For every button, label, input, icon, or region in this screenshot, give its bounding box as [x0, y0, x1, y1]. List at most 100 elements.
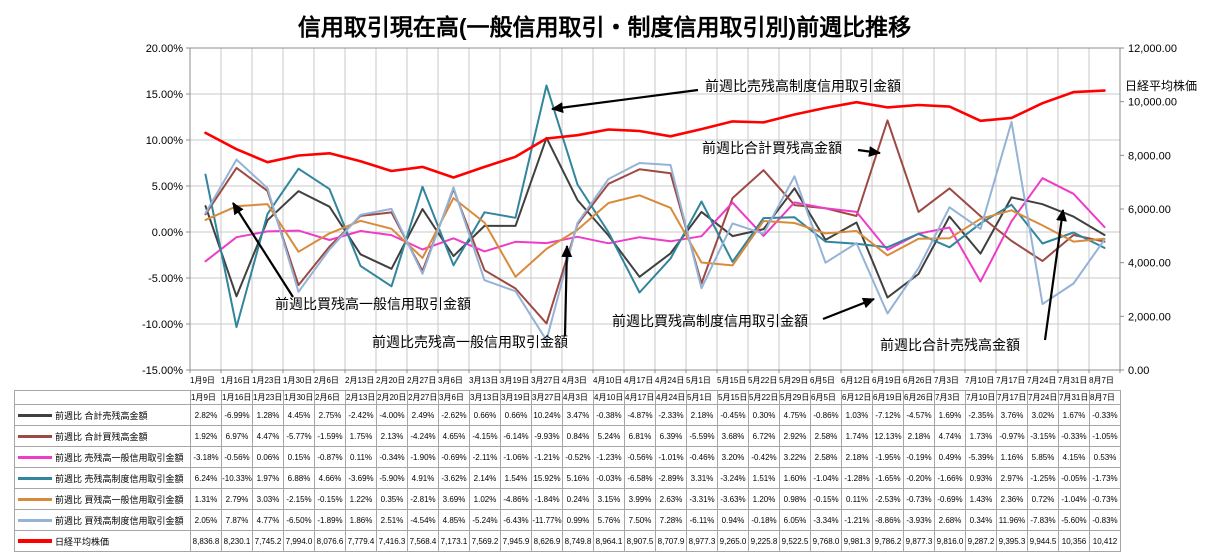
date-header-cell: 4月3日 [562, 390, 594, 405]
value-cell: -0.34% [376, 446, 408, 468]
date-header-cell: 4月24日 [655, 390, 687, 405]
annotation-label: 前週比合計売残高金額 [880, 337, 1020, 353]
value-cell: 6.39% [655, 425, 687, 447]
value-cell: 1.03% [841, 404, 873, 426]
value-cell: -1.01% [655, 446, 687, 468]
value-cell: 1.16% [996, 446, 1028, 468]
x-axis-label: 1月9日 [190, 376, 215, 385]
value-cell: 4.47% [252, 425, 284, 447]
series-label-cell: 前週比 合計買残高金額 [14, 425, 191, 447]
table-row: 前週比 買残高一般信用取引金額 1.31% 2.79% 3.03% -2.15% -0.1… [14, 488, 1121, 510]
value-cell: -1.21% [531, 446, 563, 468]
value-cell: 9,981.3 [841, 530, 873, 552]
value-cell: 10.24% [531, 404, 563, 426]
date-header-cell: 7月31日 [1058, 390, 1090, 405]
value-cell: -2.35% [965, 404, 997, 426]
x-axis-labels: 1月9日 1月16日 1月23日 1月30日 2月6日 2月13日 2月20日 2月27日 3月… [190, 373, 1120, 389]
series-line [204, 177, 1106, 283]
value-cell: -0.87% [314, 446, 346, 468]
annotation-label: 前週比売残高一般信用取引金額 [372, 334, 568, 350]
value-cell: -4.57% [903, 404, 935, 426]
value-cell: 9,786.2 [872, 530, 904, 552]
value-cell: -1.90% [407, 446, 439, 468]
value-cell: 1.97% [252, 467, 284, 489]
value-cell: 2.79% [221, 488, 253, 510]
value-cell: 2.51% [376, 509, 408, 531]
value-cell: -0.56% [624, 446, 656, 468]
left-axis-tick-label: -10.00% [142, 319, 183, 331]
x-axis-label: 4月10日 [593, 376, 623, 385]
left-axis-tick-label: 5.00% [152, 181, 183, 193]
value-cell: -2.53% [872, 488, 904, 510]
value-cell: 6.05% [779, 509, 811, 531]
x-axis-label: 5月15日 [717, 376, 747, 385]
series-label-cell: 前週比 売残高制度信用取引金額 [14, 467, 191, 489]
right-axis-title: 日経平均株価 [1125, 78, 1197, 93]
series-line-swatch-icon [18, 413, 52, 417]
left-axis-tick-label: -15.00% [142, 365, 183, 377]
value-cell: -1.04% [1058, 488, 1090, 510]
value-cell: 3.20% [717, 446, 749, 468]
table-row: 前週比 売残高制度信用取引金額 6.24% -10.33% 1.97% 6.88% 4.6… [14, 467, 1121, 489]
x-axis-label: 2月20日 [376, 376, 406, 385]
value-cell: 2.82% [190, 404, 222, 426]
x-axis-label: 5月22日 [748, 376, 778, 385]
right-axis-tick-label: 4,000.00 [1128, 258, 1171, 270]
value-cell: 1.60% [779, 467, 811, 489]
value-cell: 10,356 [1058, 530, 1090, 552]
value-cell: 1.92% [190, 425, 222, 447]
right-axis-tick-label: 0.00 [1128, 365, 1149, 377]
date-header-cell: 1月9日 [190, 390, 222, 405]
value-cell: -6.14% [500, 425, 532, 447]
value-cell: -3.69% [345, 467, 377, 489]
right-axis-tick-label: 8,000.00 [1128, 150, 1171, 162]
date-header-cell: 5月22日 [748, 390, 780, 405]
value-cell: 15.92% [531, 467, 563, 489]
series-line-swatch-icon [18, 518, 52, 522]
annotation-arrow [551, 88, 699, 114]
date-header-cell: 8月7日 [1089, 390, 1121, 405]
x-axis-label: 6月12日 [841, 376, 871, 385]
value-cell: 0.11% [841, 488, 873, 510]
value-cell: 8,626.9 [531, 530, 563, 552]
value-cell: 5.85% [1027, 446, 1059, 468]
value-cell: -0.03% [593, 467, 625, 489]
chart-title: 信用取引現在高(一般信用取引・制度信用取引別)前週比推移 [297, 14, 912, 40]
value-cell: 4.74% [934, 425, 966, 447]
date-header-cell: 4月17日 [624, 390, 656, 405]
value-cell: 2.05% [190, 509, 222, 531]
value-cell: 2.18% [841, 446, 873, 468]
value-cell: -3.15% [1027, 425, 1059, 447]
value-cell: 2.13% [376, 425, 408, 447]
value-cell: -0.69% [934, 488, 966, 510]
value-cell: 4.85% [438, 509, 470, 531]
value-cell: 2.97% [996, 467, 1028, 489]
value-cell: -0.15% [810, 488, 842, 510]
date-header-cell: 2月20日 [376, 390, 408, 405]
value-cell: 0.35% [376, 488, 408, 510]
x-axis-label: 5月29日 [779, 376, 809, 385]
value-cell: 1.31% [190, 488, 222, 510]
value-cell: 1.28% [252, 404, 284, 426]
date-header-cell: 6月19日 [872, 390, 904, 405]
value-cell: 2.75% [314, 404, 346, 426]
right-axis-tick-label: 6,000.00 [1128, 204, 1171, 216]
value-cell: 0.06% [252, 446, 284, 468]
series-label-cell: 日経平均株価 [14, 530, 191, 552]
value-cell: -6.43% [500, 509, 532, 531]
x-axis-label: 1月30日 [283, 376, 313, 385]
right-axis-tick-label: 2,000.00 [1128, 311, 1171, 323]
value-cell: -0.33% [1058, 425, 1090, 447]
series-label: 前週比 売残高制度信用取引金額 [55, 473, 184, 484]
date-header-cell: 7月3日 [934, 390, 966, 405]
table-row: 前週比 合計売残高金額 2.82% -6.99% 1.28% 4.45% 2.75% -2.… [14, 404, 1121, 426]
x-axis-label: 1月16日 [221, 376, 251, 385]
value-cell: 0.72% [1027, 488, 1059, 510]
value-cell: -2.62% [438, 404, 470, 426]
value-cell: -4.15% [469, 425, 501, 447]
value-cell: -4.86% [500, 488, 532, 510]
value-cell: -3.62% [438, 467, 470, 489]
value-cell: 3.02% [1027, 404, 1059, 426]
date-header-cell: 3月13日 [469, 390, 501, 405]
value-cell: -5.24% [469, 509, 501, 531]
